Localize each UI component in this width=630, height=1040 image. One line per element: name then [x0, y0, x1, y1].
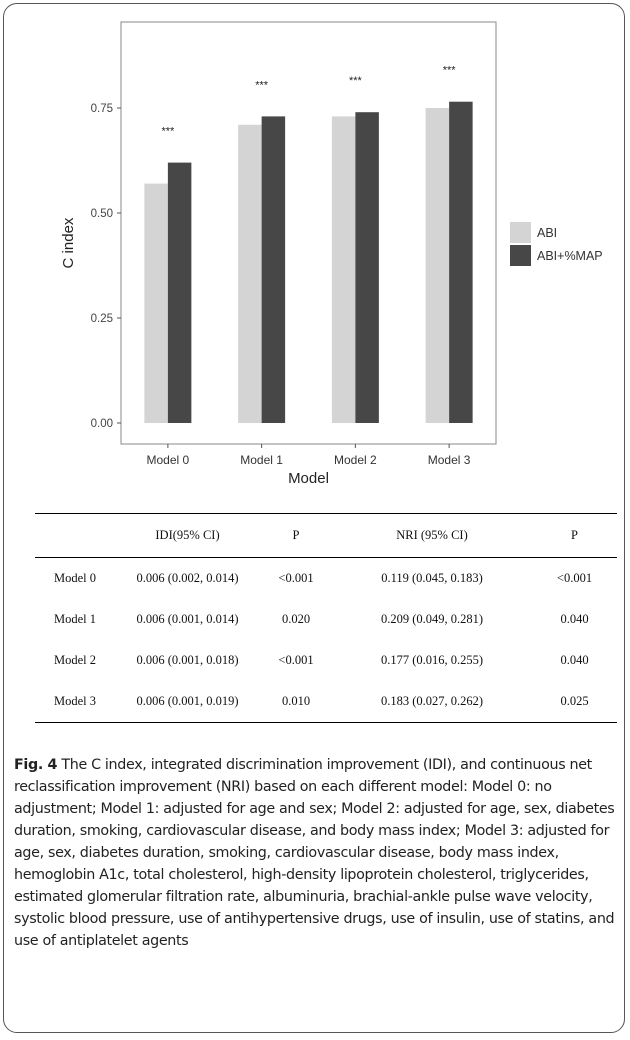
- y-tick-label: 0.25: [91, 313, 113, 325]
- table-header-cell: P: [292, 528, 300, 542]
- table-cell: <0.001: [278, 571, 314, 585]
- table-cell: 0.183 (0.027, 0.262): [380, 694, 484, 708]
- table-cell: 0.040: [560, 653, 589, 667]
- x-tick-label: Model 3: [428, 453, 471, 467]
- table-header-cell: P: [571, 528, 578, 542]
- table-cell: 0.006 (0.001, 0.019): [136, 694, 239, 708]
- table-row: Model 0 0.006 (0.002, 0.014) <0.001 0.11…: [35, 558, 617, 600]
- table-header-row: IDI(95% CI) P NRI (95% CI) P: [35, 513, 617, 558]
- significance-label: ***: [443, 65, 457, 77]
- table-row: Model 2 0.006 (0.001, 0.018) <0.001 0.17…: [35, 640, 617, 681]
- bar-abi: [425, 108, 450, 423]
- bar-abi-map: [167, 162, 192, 423]
- table-header-cell: NRI (95% CI): [396, 528, 468, 542]
- x-tick-label: Model 0: [147, 453, 190, 467]
- table-cell: 0.209 (0.049, 0.281): [380, 612, 484, 626]
- table-cell: 0.006 (0.001, 0.014): [136, 612, 239, 626]
- table-cell: 0.025: [560, 694, 589, 708]
- stats-table: IDI(95% CI) P NRI (95% CI) P Model 0 0.0…: [35, 513, 617, 723]
- table-cell: <0.001: [556, 571, 593, 585]
- bar-abi-map: [355, 112, 379, 423]
- table-row: Model 3 0.006 (0.001, 0.019) 0.010 0.183…: [35, 681, 617, 723]
- y-axis-title: C index: [60, 217, 77, 268]
- y-tick-label: 0.75: [91, 103, 113, 115]
- bar-chart: 0.00 0.25 0.50 0.75 Model 0 *** Model 1 *** Mode…: [60, 21, 603, 487]
- plot-panel: [120, 21, 497, 445]
- figure-caption: Fig. 4 The C index, integrated discrimin…: [14, 754, 618, 952]
- legend-label: ABI: [537, 226, 557, 240]
- caption-text: The C index, integrated discrimination i…: [14, 757, 615, 950]
- figure-label: Fig. 4: [14, 757, 58, 774]
- significance-label: ***: [349, 75, 363, 87]
- table-cell: 0.177 (0.016, 0.255): [380, 653, 484, 667]
- table-cell: 0.006 (0.001, 0.018): [136, 653, 239, 667]
- table-cell: Model 0: [53, 571, 96, 585]
- table-header-cell: [35, 514, 115, 558]
- x-tick-label: Model 1: [240, 453, 283, 467]
- significance-label: ***: [161, 126, 175, 138]
- table-cell: 0.010: [281, 694, 311, 708]
- table-cell: 0.119 (0.045, 0.183): [381, 571, 483, 585]
- table-cell: 0.040: [560, 612, 589, 626]
- table-cell: 0.006 (0.002, 0.014): [136, 571, 239, 585]
- table-cell: Model 3: [53, 694, 96, 708]
- table-cell: Model 1: [53, 612, 96, 626]
- y-tick-label: 0.50: [91, 208, 113, 220]
- significance-label: ***: [255, 79, 269, 91]
- bar-abi-map: [449, 101, 473, 423]
- y-tick-label: 0.00: [91, 418, 113, 430]
- bar-abi: [238, 124, 262, 424]
- table-cell: Model 2: [53, 653, 96, 667]
- x-tick-label: Model 2: [334, 453, 377, 467]
- x-axis-title: Model: [288, 470, 329, 487]
- bar-abi: [331, 116, 356, 424]
- table-cell: 0.020: [281, 612, 311, 626]
- bar-abi: [144, 183, 168, 423]
- bar-abi-map: [261, 116, 286, 424]
- table-cell: <0.001: [278, 653, 314, 667]
- figure-frame: [3, 3, 625, 1033]
- table-header-cell: IDI(95% CI): [155, 528, 220, 542]
- legend-swatch: [510, 222, 531, 243]
- legend-swatch: [510, 245, 531, 266]
- table-row: Model 1 0.006 (0.001, 0.014) 0.020 0.209…: [35, 599, 617, 640]
- legend-label: ABI+%MAP: [537, 249, 603, 263]
